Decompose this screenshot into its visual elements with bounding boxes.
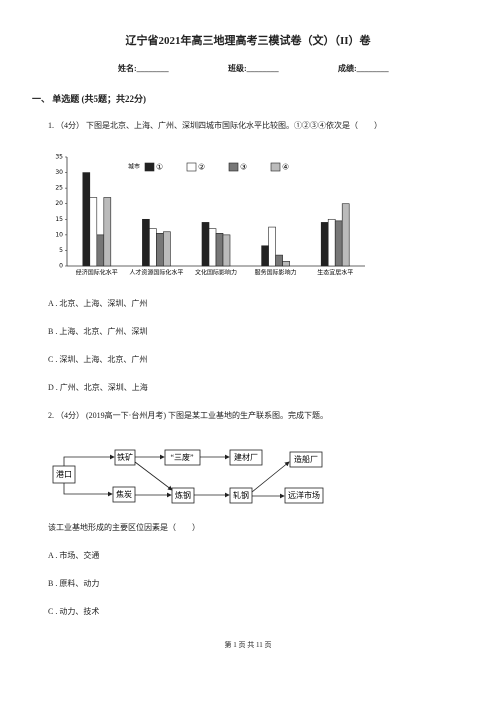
chart: 0 5 10 15 20 25 30 35 经济国际化水平 人才资源国际化水平 文化国际影响力 服务国…: [55, 154, 365, 277]
node: [229, 487, 253, 504]
option: A . 市场、交通: [48, 551, 100, 560]
option: B . 上海、北京、广州、深圳: [48, 327, 148, 336]
bar: [96, 234, 105, 267]
node: [114, 449, 136, 466]
legend-label: ③: [240, 163, 247, 172]
bar: [163, 231, 171, 267]
node-label: 建材厂: [234, 452, 258, 462]
bar: [89, 197, 98, 267]
option: B . 原料、动力: [48, 579, 100, 588]
bar: [103, 197, 112, 267]
node-label: 轧钢: [233, 490, 249, 500]
legend-swatch: [186, 162, 197, 172]
x-tick-label: 文化国际影响力: [195, 269, 237, 277]
node-label: “三废”: [170, 452, 194, 462]
field: 姓名:________: [118, 64, 169, 73]
x-tick-label: 经济国际化水平: [76, 269, 118, 277]
node-label: 港口: [56, 469, 72, 479]
node: [112, 486, 136, 503]
option: C . 动力、技术: [48, 607, 100, 616]
option: A . 北京、上海、深圳、广州: [48, 299, 148, 308]
bar: [201, 222, 210, 267]
node: [289, 451, 323, 468]
bar: [320, 222, 329, 267]
x-tick-label: 人才资源国际化水平: [129, 269, 183, 277]
legend-label: ①: [156, 163, 163, 172]
legend-swatch: [270, 162, 281, 172]
option: C . 深圳、上海、北京、广州: [48, 355, 148, 364]
legend-swatch: [144, 162, 155, 172]
sub-question: 该工业基地形成的主要区位因素是（ ）: [48, 523, 200, 532]
arrow: [63, 483, 113, 497]
arrow: [63, 454, 115, 466]
node-label: 焦炭: [116, 489, 132, 499]
section: 一、 单选题 (共5题；共22分): [32, 94, 146, 104]
stem: 1. （4分） 下图是北京、上海、广州、深圳四城市国际化水平比较图。①②③④依次…: [48, 121, 382, 130]
option: D . 广州、北京、深圳、上海: [48, 383, 148, 392]
legend-title: 城市: [128, 163, 140, 171]
y-tick-label: 15: [55, 216, 63, 223]
diagram: 港口 铁矿 “三废” 建材厂 造船厂 焦炭 炼钢 轧钢 远洋市场: [52, 449, 324, 504]
bar: [222, 234, 231, 267]
bar: [282, 261, 290, 267]
legend-swatch: [228, 162, 239, 172]
bar: [149, 228, 157, 267]
bar: [327, 218, 336, 267]
bar: [275, 254, 283, 267]
bar: [82, 172, 91, 267]
node-label: 远洋市场: [288, 490, 320, 500]
bar: [208, 228, 217, 267]
y-tick-label: 35: [55, 154, 63, 161]
node: [229, 449, 263, 466]
x-tick-label: 服务国际影响力: [255, 269, 297, 277]
legend-label: ④: [282, 163, 289, 172]
node: [164, 449, 201, 466]
x-tick-label: 生态宜居水平: [317, 269, 353, 277]
node: [171, 487, 195, 504]
field: 成绩:________: [338, 64, 389, 73]
field: 班级:________: [228, 64, 279, 73]
y-tick-label: 30: [55, 169, 63, 176]
y-tick-label: 20: [55, 200, 63, 207]
node-label: 造船厂: [294, 454, 318, 464]
node: [284, 487, 324, 504]
legend-label: ②: [198, 163, 205, 172]
bar: [334, 220, 343, 267]
y-tick-label: 10: [55, 231, 63, 238]
title: 辽宁省2021年高三地理高考三模试卷（文）（II）卷: [125, 35, 371, 47]
bar: [341, 203, 350, 267]
node-label: 炼钢: [175, 490, 191, 500]
stem: 2. （4分） (2019高一下·台州月考) 下图是某工业基地的生产联系图。完成…: [48, 411, 328, 420]
bar: [261, 245, 269, 267]
y-tick-label: 25: [55, 185, 63, 192]
footer: 第 1 页 共 11 页: [224, 641, 272, 649]
arrow: [251, 461, 290, 493]
bar: [142, 218, 150, 267]
node-label: 铁矿: [117, 452, 133, 462]
bar: [156, 233, 164, 267]
y-tick-label: 5: [59, 247, 63, 254]
y-tick-label: 0: [59, 263, 63, 270]
bar: [268, 226, 276, 267]
bar: [215, 233, 224, 267]
arrow: [134, 461, 173, 491]
